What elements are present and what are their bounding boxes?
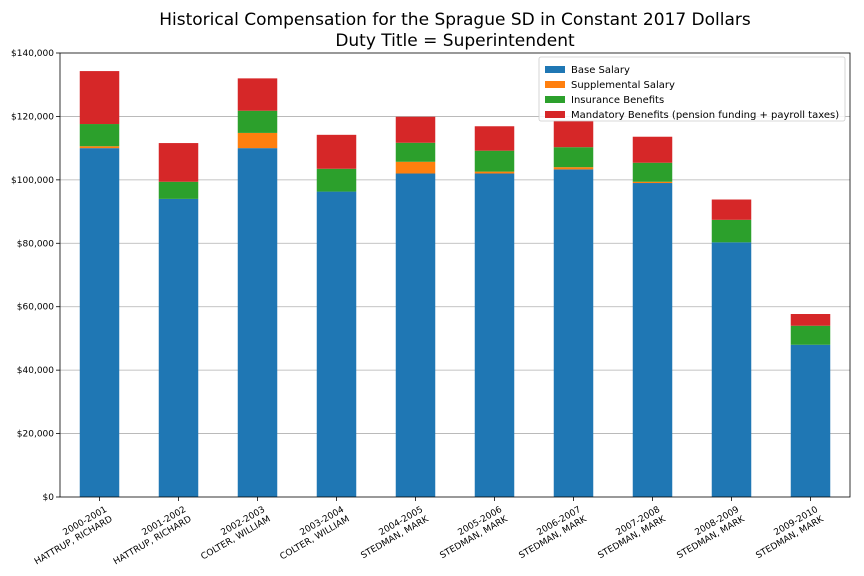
y-tick-label: $40,000 [17,366,54,376]
bar-segment-supplemental [79,146,120,149]
chart-subtitle: Duty Title = Superintendent [335,31,575,51]
legend-swatch [545,96,565,103]
bar-segment-mandatory [79,71,120,125]
legend: Base Salary Supplemental Salary Insurance … [538,56,846,122]
bar-segment-base [79,148,120,497]
legend-swatch [545,66,565,73]
y-tick-label: $20,000 [17,430,54,440]
bar-segment-insurance [237,110,278,133]
bar-segment-supplemental [553,167,594,170]
y-tick-label: $0 [43,493,55,503]
y-tick-label: $120,000 [11,112,54,122]
y-tick-label: $100,000 [11,176,54,186]
bar-segment-insurance [711,219,752,243]
bar-segment-insurance [316,168,357,192]
bar-segment-base [158,198,199,497]
bar-segment-base [316,191,357,497]
y-tick-label: $140,000 [11,49,54,59]
bar-segment-mandatory [790,314,831,326]
legend-swatch [545,81,565,88]
bar-segment-supplemental [237,132,278,149]
bar-segment-base [790,344,831,497]
legend-label: Insurance Benefits [571,95,664,106]
bar-segment-supplemental [632,181,673,184]
bar-segment-base [395,173,436,497]
y-axis: $0 $20,000 $40,000 $60,000 $80,000 $100,000 $1… [11,49,60,503]
legend-box [538,56,846,122]
legend-label: Mandatory Benefits (pension funding + pa… [571,110,839,121]
bar-segment-insurance [474,150,515,172]
bar-segment-mandatory [158,143,199,182]
bar-segment-insurance [79,124,120,147]
legend-swatch [545,111,565,118]
bar-segment-mandatory [474,126,515,151]
bar-segment-insurance [395,142,436,162]
y-tick-label: $80,000 [17,239,54,249]
bar-segment-mandatory [632,136,673,163]
bar-segment-base [632,183,673,497]
bar-segment-base [553,169,594,498]
bar-segment-base [711,242,752,497]
bar-segment-insurance [553,147,594,168]
chart-title: Historical Compensation for the Sprague … [159,10,751,30]
y-tick-label: $60,000 [17,303,54,313]
plot-frame [59,52,851,498]
bar-segment-insurance [790,325,831,345]
bar-segment-insurance [632,162,673,182]
bar-segment-mandatory [237,78,278,111]
bar-segment-supplemental [474,171,515,174]
bars [79,71,831,498]
legend-label: Base Salary [571,65,630,76]
bar-segment-base [237,148,278,497]
bar-segment-base [474,173,515,497]
bar-segment-supplemental [395,161,436,174]
legend-label: Supplemental Salary [571,80,675,91]
bar-segment-mandatory [553,120,594,148]
bar-segment-insurance [158,181,199,199]
bar-segment-mandatory [395,116,436,143]
bar-segment-mandatory [711,199,752,220]
bar-segment-mandatory [316,134,357,169]
